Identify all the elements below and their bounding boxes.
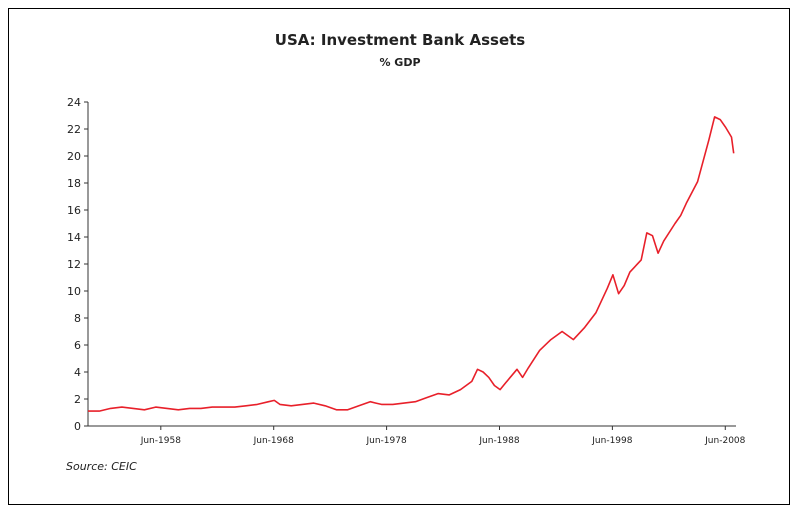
series-line-0 [88,116,735,412]
y-tick-label: 18 [67,177,81,190]
x-tick-label: Jun-1978 [365,436,406,446]
y-tick-label: 0 [74,420,81,433]
x-tick-label: Jun-1998 [591,436,632,446]
y-tick-label: 16 [67,204,81,217]
x-tick-label: Jun-1958 [140,436,181,446]
y-tick-label: 8 [74,312,81,325]
x-tick-label: Jun-1968 [253,436,294,446]
y-tick-label: 12 [67,258,81,271]
y-tick-label: 10 [67,285,81,298]
y-tick-label: 24 [67,96,81,109]
x-axis-ticks: Jun-1958 Jun-1968 Jun-1978 Jun-1988 Jun-1998… [140,426,746,446]
chart-title: USA: Investment Bank Assets [274,31,526,49]
chart-subtitle: % GDP [379,56,421,69]
y-tick-label: 20 [67,150,81,163]
plot-area [88,116,735,412]
y-tick-label: 6 [74,339,81,352]
y-tick-label: 4 [74,366,81,379]
chart-frame [8,8,790,505]
y-tick-label: 2 [74,393,81,406]
x-tick-label: Jun-2008 [704,436,745,446]
chart-axes [87,102,736,427]
y-tick-label: 14 [67,231,81,244]
source-note: Source: CEIC [66,460,137,473]
x-tick-label: Jun-1988 [478,436,519,446]
y-tick-label: 22 [67,123,81,136]
